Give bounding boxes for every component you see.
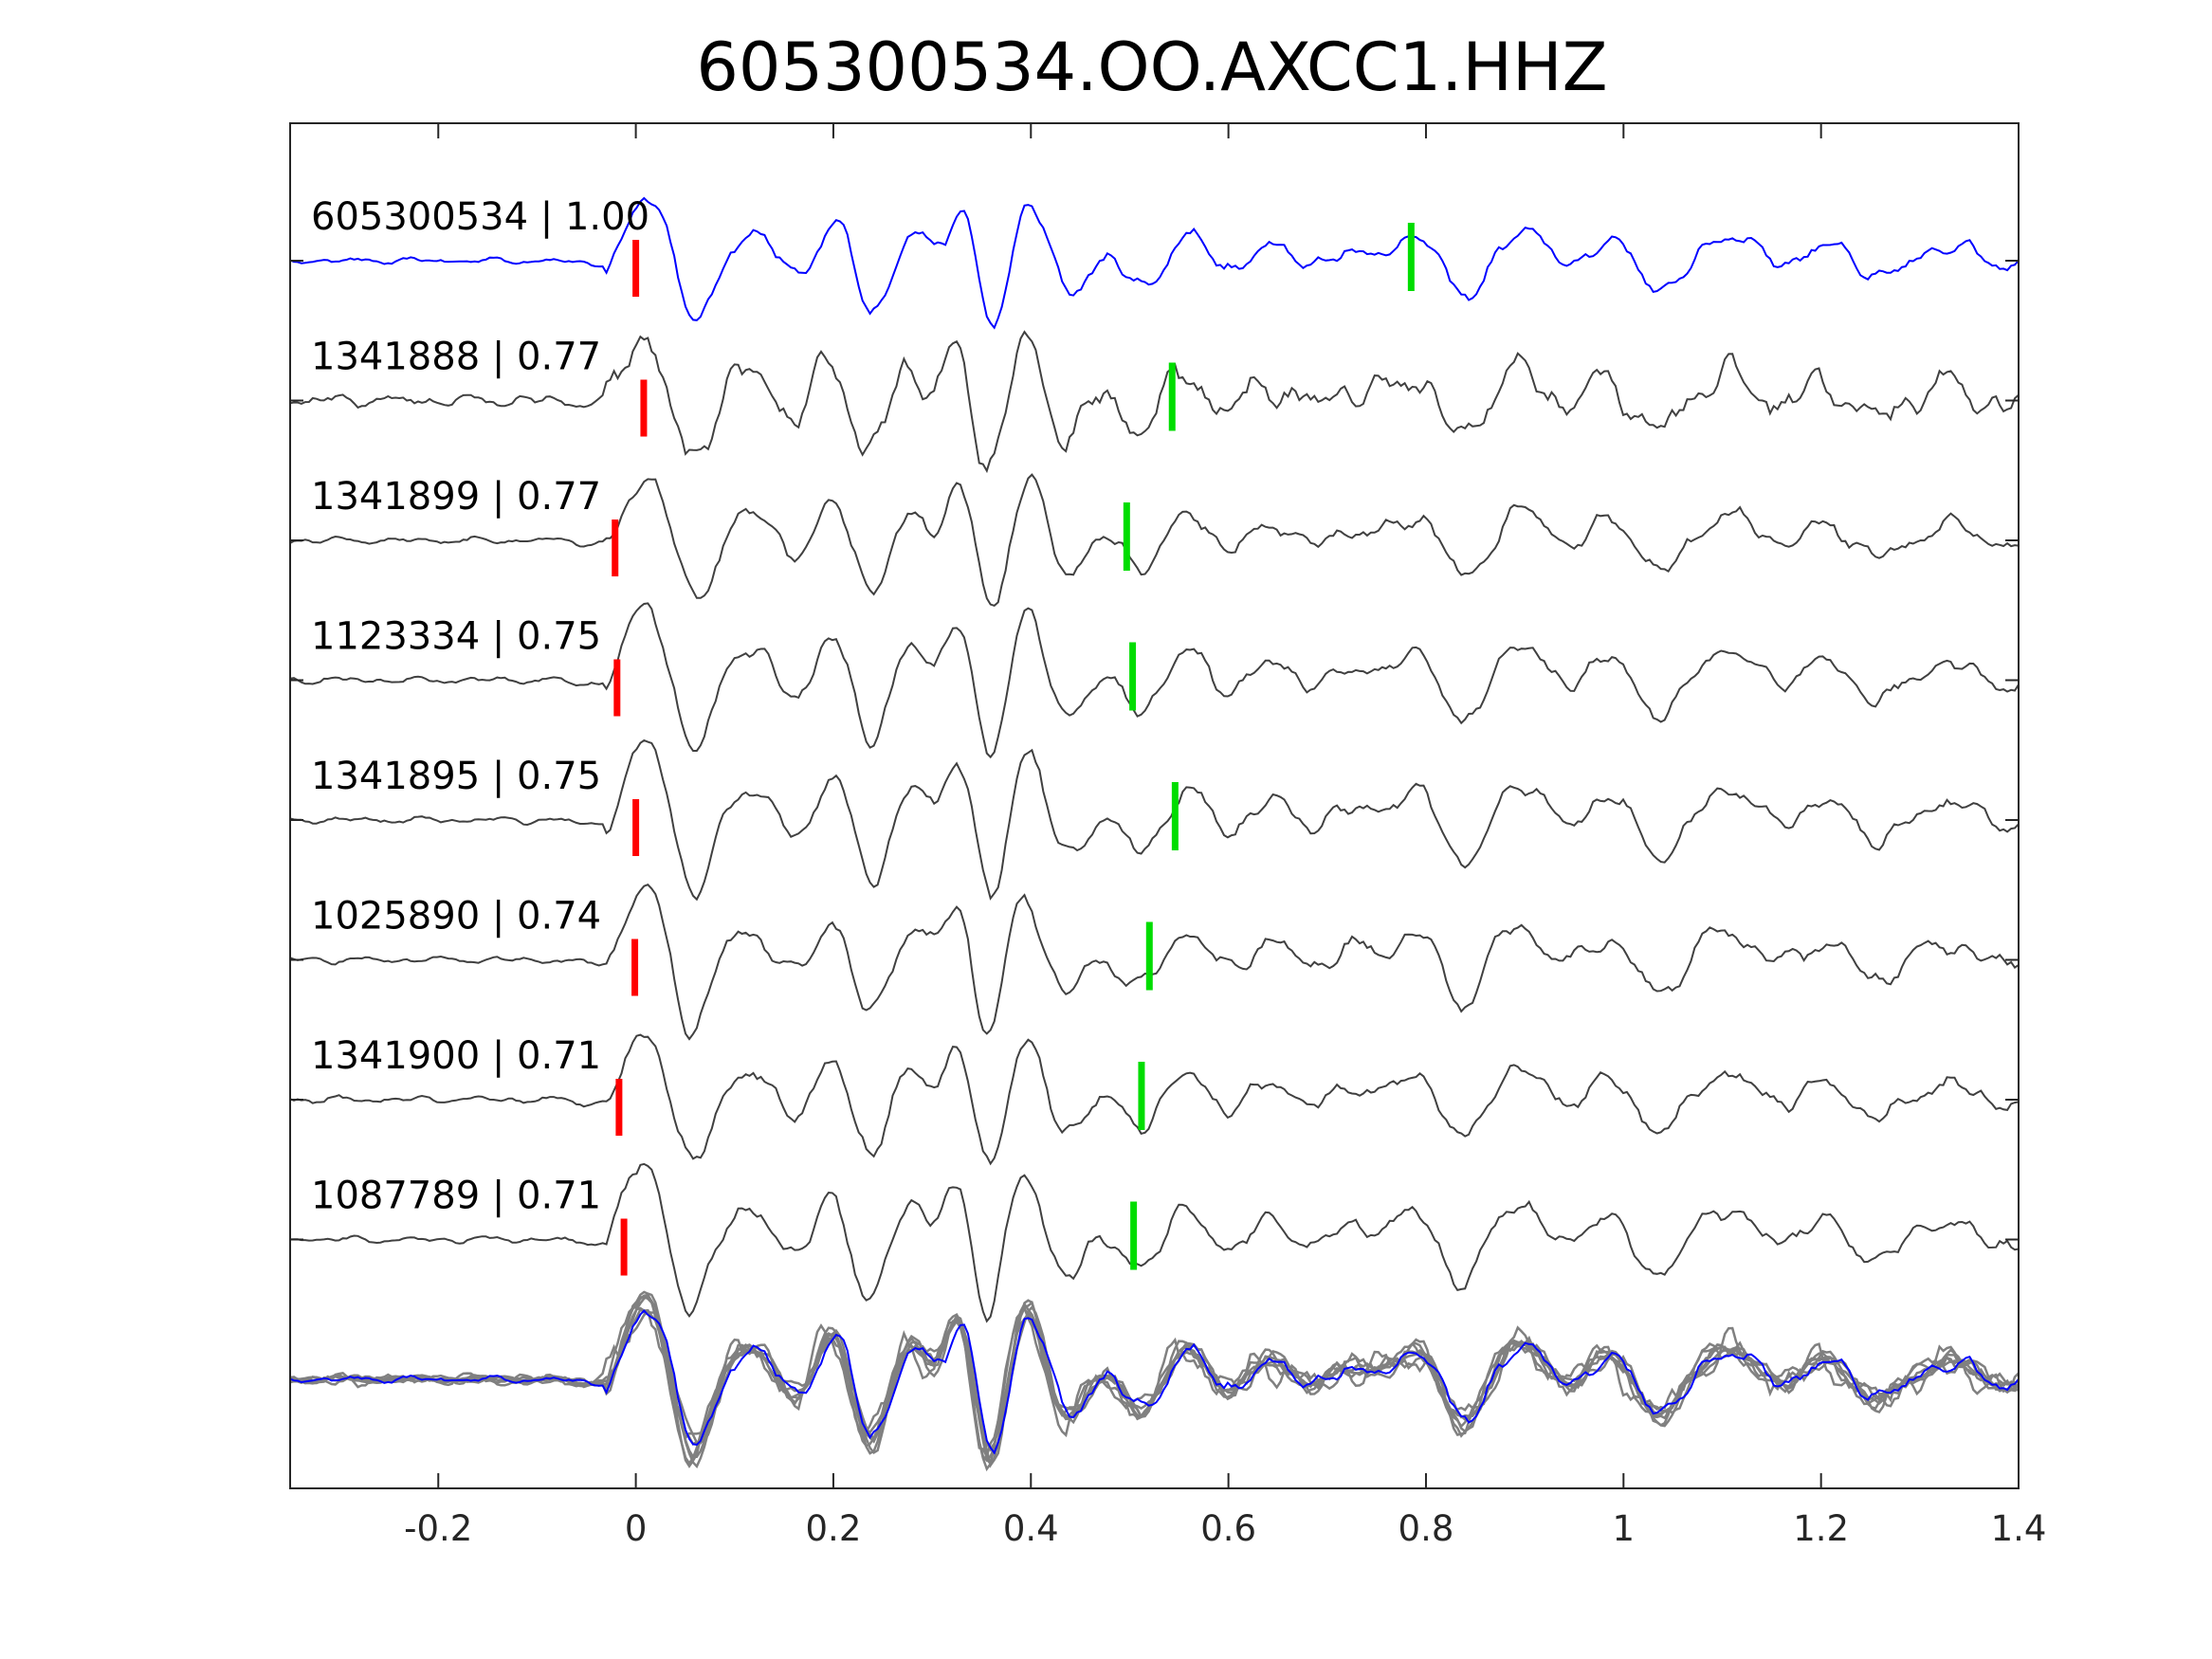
x-tick-label: 0.8 bbox=[1398, 1508, 1454, 1549]
trace-label-1123334: 1123334 | 0.75 bbox=[311, 615, 601, 659]
plot-frame bbox=[289, 122, 2020, 1489]
trace-label-605300534: 605300534 | 1.00 bbox=[311, 195, 649, 239]
trace-1123334 bbox=[289, 602, 2020, 759]
trace-605300534 bbox=[289, 196, 2020, 330]
trace-1341895 bbox=[289, 738, 2020, 902]
x-tick-label: -0.2 bbox=[404, 1508, 472, 1549]
x-tick-label: 0 bbox=[625, 1508, 648, 1549]
x-tick-label: 1.4 bbox=[1991, 1508, 2047, 1549]
trace-label-1341899: 1341899 | 0.77 bbox=[311, 475, 601, 519]
picks bbox=[612, 223, 1415, 1276]
trace-label-1341900: 1341900 | 0.71 bbox=[311, 1034, 601, 1078]
trace-1341899 bbox=[289, 473, 2020, 608]
trace-1025890 bbox=[289, 884, 2020, 1041]
trace-1341888 bbox=[289, 330, 2020, 474]
x-tick-label: 1.2 bbox=[1793, 1508, 1849, 1549]
overlay-trace-605300534 bbox=[289, 1309, 2020, 1455]
trace-label-1087789: 1087789 | 0.71 bbox=[311, 1175, 601, 1218]
trace-label-1341888: 1341888 | 0.77 bbox=[311, 336, 601, 379]
trace-labels: 605300534 | 1.00 1341888 | 0.77 1341899 | … bbox=[311, 195, 649, 1218]
x-tick-label: 0.6 bbox=[1200, 1508, 1256, 1549]
x-tick-label: 0.2 bbox=[806, 1508, 862, 1549]
overlay-trace-1087789 bbox=[289, 1295, 2020, 1472]
chart-title: 605300534.OO.AXCC1.HHZ bbox=[696, 28, 1607, 106]
trace-label-1341895: 1341895 | 0.75 bbox=[311, 755, 601, 798]
trace-label-1025890: 1025890 | 0.74 bbox=[311, 895, 601, 939]
trace-1341900 bbox=[289, 1033, 2020, 1166]
x-tick-label: 1 bbox=[1613, 1508, 1636, 1549]
x-tick-label: 0.4 bbox=[1003, 1508, 1059, 1549]
traces bbox=[289, 196, 2020, 1472]
trace-1087789 bbox=[289, 1162, 2020, 1323]
axes: -0.2 0 0.2 0.4 0.6 0.8 1 1.2 1.4 bbox=[289, 122, 2047, 1549]
overlay-trace-1341900 bbox=[289, 1306, 2020, 1452]
